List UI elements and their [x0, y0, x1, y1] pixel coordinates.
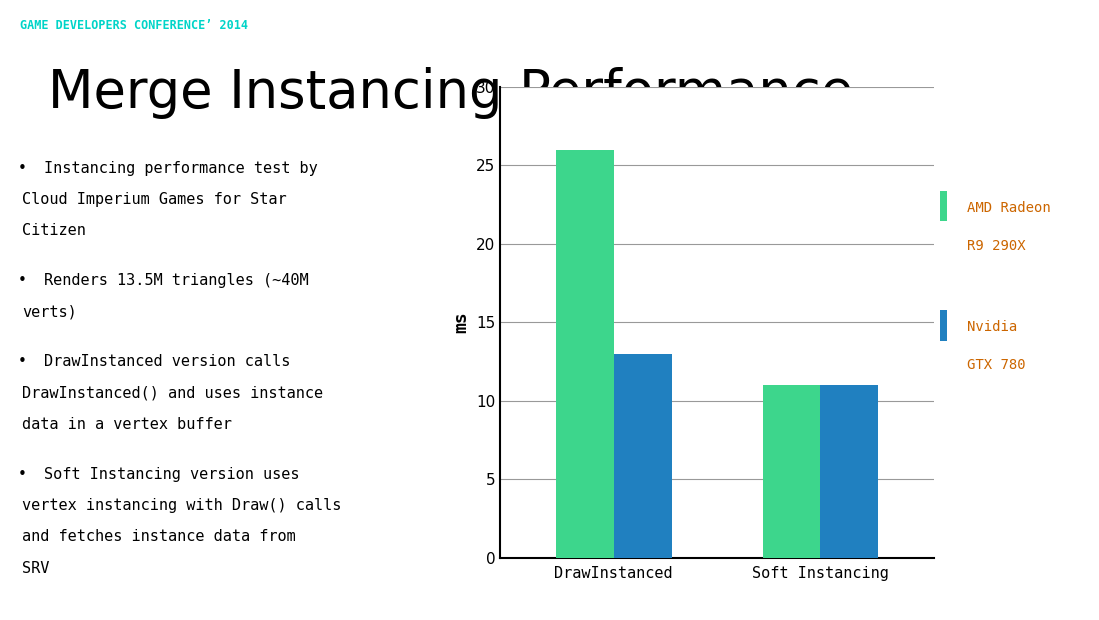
FancyBboxPatch shape	[940, 191, 947, 221]
Text: •: •	[18, 161, 26, 175]
Text: Merge Instancing Performance: Merge Instancing Performance	[48, 67, 854, 118]
Text: Renders 13.5M triangles (~40M: Renders 13.5M triangles (~40M	[44, 273, 308, 288]
Y-axis label: ms: ms	[453, 311, 470, 334]
Text: data in a vertex buffer: data in a vertex buffer	[22, 417, 232, 432]
Bar	[821, 385, 878, 558]
Text: •: •	[18, 273, 26, 288]
Text: AMD Radeon: AMD Radeon	[967, 201, 1051, 215]
Bar	[763, 385, 821, 558]
Text: GTX 780: GTX 780	[967, 358, 1026, 372]
Bar	[613, 354, 671, 558]
Text: Instancing performance test by: Instancing performance test by	[44, 161, 318, 175]
Text: SRV: SRV	[22, 560, 49, 575]
Text: •: •	[18, 467, 26, 482]
FancyBboxPatch shape	[940, 310, 947, 341]
Text: verts): verts)	[22, 304, 77, 319]
Text: Citizen: Citizen	[22, 223, 86, 239]
Text: DrawInstanced version calls: DrawInstanced version calls	[44, 354, 290, 370]
Text: DrawInstanced() and uses instance: DrawInstanced() and uses instance	[22, 386, 323, 401]
Text: vertex instancing with Draw() calls: vertex instancing with Draw() calls	[22, 498, 341, 513]
Text: Nvidia: Nvidia	[967, 321, 1018, 334]
Text: MARCH 17-21, 2014    GDCONF.COM: MARCH 17-21, 2014 GDCONF.COM	[870, 21, 1079, 31]
Text: R9 290X: R9 290X	[967, 239, 1026, 252]
Text: Soft Instancing version uses: Soft Instancing version uses	[44, 467, 299, 482]
Bar	[556, 149, 613, 558]
Text: GAME DEVELOPERS CONFERENCE’ 2014: GAME DEVELOPERS CONFERENCE’ 2014	[20, 19, 247, 32]
Text: •: •	[18, 354, 26, 370]
Text: Cloud Imperium Games for Star: Cloud Imperium Games for Star	[22, 192, 287, 207]
Text: and fetches instance data from: and fetches instance data from	[22, 529, 296, 544]
